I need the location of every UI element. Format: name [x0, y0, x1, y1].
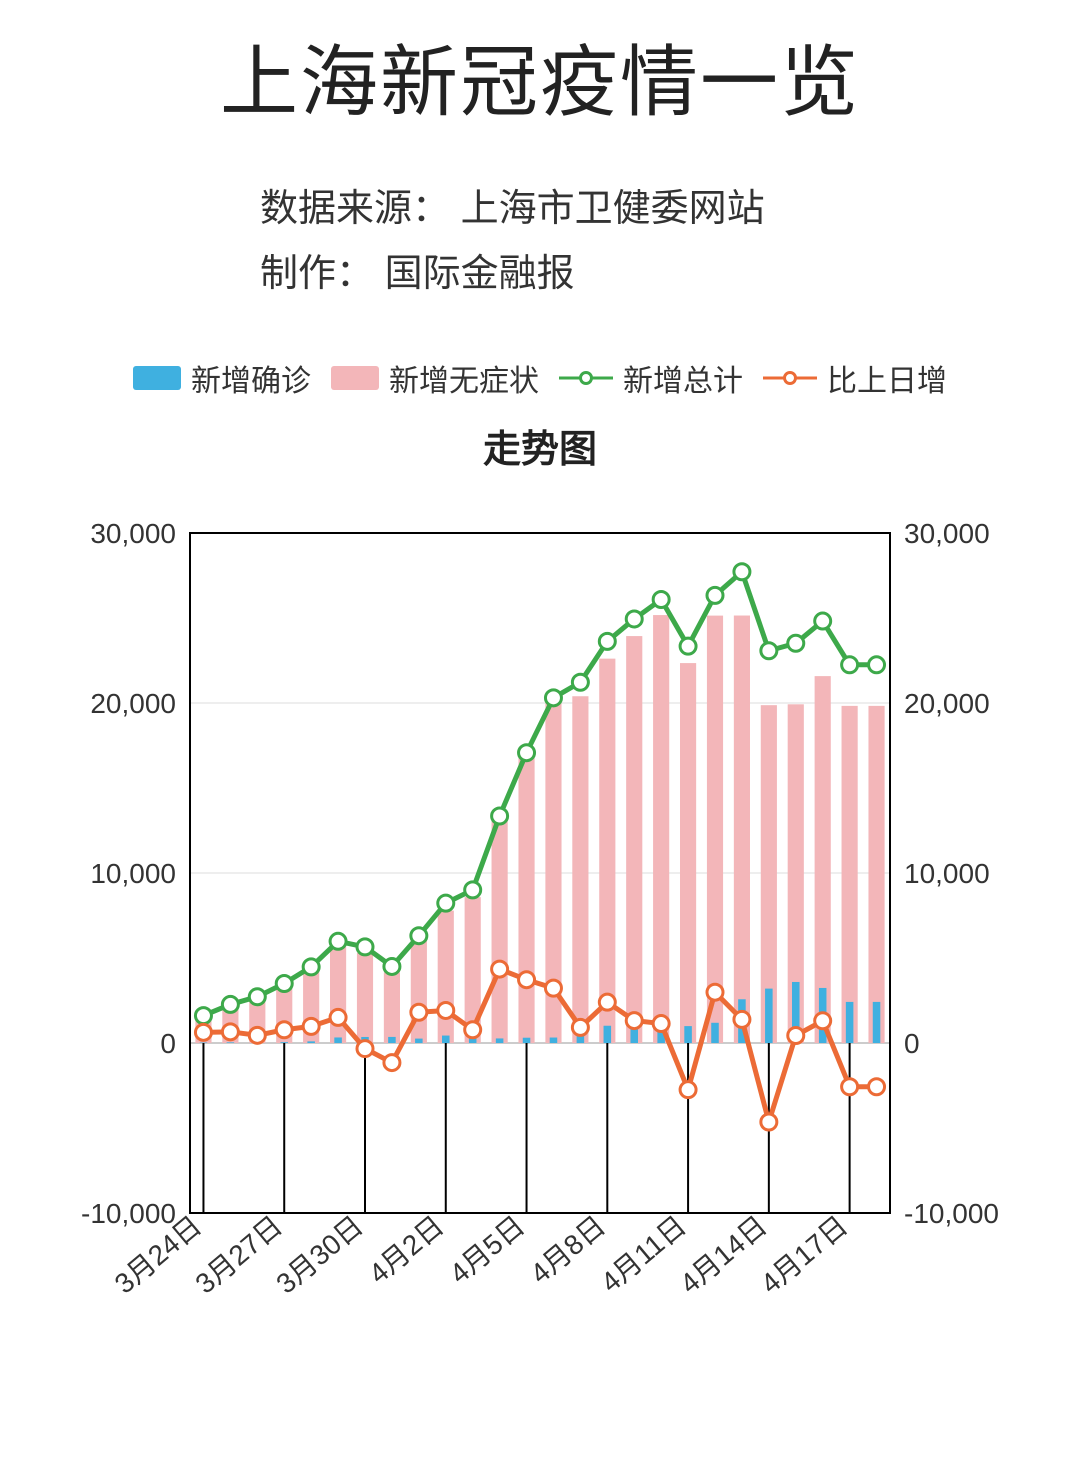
svg-text:20,000: 20,000 [90, 688, 176, 719]
legend-label-bar_asymptomatic: 新增无症状 [389, 356, 539, 400]
chart-container: 30,000 30,000 20,000 20,000 10,000 10,000 0 0 -1… [60, 503, 1020, 1383]
chart-svg: 30,000 30,000 20,000 20,000 10,000 10,000 0 0 -1… [60, 503, 1020, 1383]
meta-producer-value: 国际金融报 [385, 253, 575, 295]
svg-text:0: 0 [160, 1028, 176, 1059]
svg-text:4月2日: 4月2日 [363, 1210, 450, 1290]
legend-swatch-line_delta [763, 366, 817, 390]
meta-block: 数据来源： 上海市卫健委网站 制作： 国际金融报 [0, 177, 1080, 306]
svg-text:4月14日: 4月14日 [674, 1210, 773, 1300]
svg-text:4月17日: 4月17日 [755, 1210, 854, 1300]
chart-legend: 新增确诊 新增无症状 新增总计 比上日增 [0, 356, 1080, 400]
svg-text:20,000: 20,000 [904, 688, 990, 719]
svg-text:10,000: 10,000 [904, 858, 990, 889]
svg-text:-10,000: -10,000 [81, 1198, 176, 1229]
legend-label-line_delta: 比上日增 [827, 356, 947, 400]
meta-source-value: 上海市卫健委网站 [461, 188, 765, 230]
legend-swatch-bar_confirmed [133, 366, 181, 390]
meta-producer-label: 制作： [260, 253, 374, 295]
svg-text:30,000: 30,000 [904, 518, 990, 549]
meta-producer-line: 制作： 国际金融报 [260, 242, 1080, 307]
svg-text:10,000: 10,000 [90, 858, 176, 889]
legend-item-bar_asymptomatic: 新增无症状 [331, 356, 539, 400]
chart-subtitle: 走势图 [0, 418, 1080, 473]
svg-text:30,000: 30,000 [90, 518, 176, 549]
svg-text:-10,000: -10,000 [904, 1198, 999, 1229]
legend-label-line_total: 新增总计 [623, 356, 743, 400]
svg-text:0: 0 [904, 1028, 920, 1059]
legend-item-bar_confirmed: 新增确诊 [133, 356, 311, 400]
meta-source-label: 数据来源： [260, 188, 450, 230]
svg-text:3月30日: 3月30日 [270, 1210, 369, 1300]
svg-text:3月27日: 3月27日 [189, 1210, 288, 1300]
legend-swatch-bar_asymptomatic [331, 366, 379, 390]
page-root: 上海新冠疫情一览 数据来源： 上海市卫健委网站 制作： 国际金融报 新增确诊新增… [0, 0, 1080, 1469]
legend-swatch-line_total [559, 366, 613, 390]
legend-label-bar_confirmed: 新增确诊 [191, 356, 311, 400]
legend-item-line_delta: 比上日增 [763, 356, 947, 400]
legend-item-line_total: 新增总计 [559, 356, 743, 400]
svg-text:4月11日: 4月11日 [595, 1210, 692, 1298]
svg-text:4月5日: 4月5日 [444, 1210, 531, 1290]
page-title: 上海新冠疫情一览 [0, 20, 1080, 132]
meta-source-line: 数据来源： 上海市卫健委网站 [260, 177, 1080, 242]
